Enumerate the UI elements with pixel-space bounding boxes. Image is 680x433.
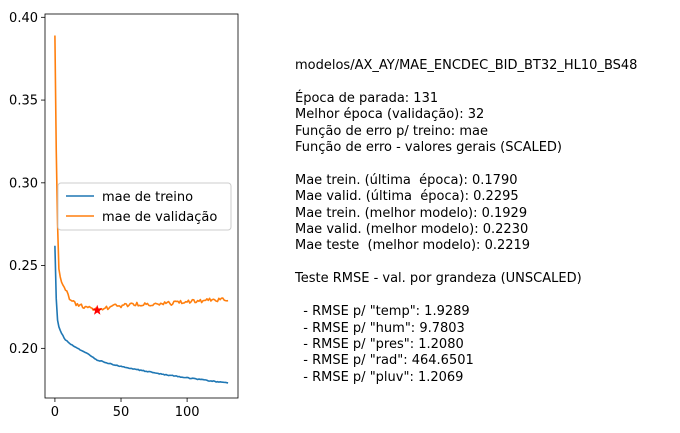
- legend-box: [57, 182, 232, 231]
- plot-frame: [44, 13, 239, 399]
- info-line: - RMSE p/ "pres": 1.2080: [295, 336, 464, 352]
- x-tick-label: 0: [51, 405, 59, 420]
- info-line: Época de parada: 131: [295, 90, 439, 106]
- y-axis-ticks: 0.20 0.25 0.30 0.35 0.40: [9, 11, 45, 357]
- info-line: Melhor época (validação): 32: [295, 107, 485, 123]
- y-tick-label: 0.40: [9, 11, 38, 26]
- series-layer: [54, 35, 229, 384]
- x-tick-label: 50: [113, 405, 130, 420]
- info-line: Mae trein. (melhor modelo): 0.1929: [295, 205, 528, 221]
- legend-label-treino: mae de treino: [102, 190, 193, 205]
- y-tick-label: 0.35: [9, 94, 38, 109]
- series-line-validacao: [54, 35, 229, 313]
- info-line: Mae teste (melhor modelo): 0.2219: [295, 238, 531, 254]
- info-line: Mae valid. (última época): 0.2295: [295, 189, 519, 205]
- info-line: Função de erro p/ treino: mae: [295, 123, 488, 139]
- info-line: Teste RMSE - val. por grandeza (UNSCALED…: [295, 271, 582, 287]
- legend-label-validacao: mae de validação: [102, 210, 217, 225]
- chart: 0 50 100 0.20 0.25 0.30 0.35 0.40 mae de trein…: [9, 11, 239, 420]
- x-axis-ticks: 0 50 100: [51, 398, 200, 420]
- info-line: - RMSE p/ "rad": 464.6501: [295, 353, 474, 369]
- marker-layer: [92, 304, 103, 315]
- info-panel: modelos/AX_AY/MAE_ENCDEC_BID_BT32_HL10_B…: [295, 58, 637, 386]
- info-line: Mae trein. (última época): 0.1790: [295, 172, 518, 188]
- info-line: Mae valid. (melhor modelo): 0.2230: [295, 222, 529, 238]
- series-line-treino: [54, 245, 229, 384]
- y-tick-label: 0.25: [9, 259, 38, 274]
- info-line: modelos/AX_AY/MAE_ENCDEC_BID_BT32_HL10_B…: [295, 58, 638, 73]
- best-epoch-marker: [92, 304, 103, 315]
- y-tick-label: 0.20: [9, 342, 38, 357]
- y-tick-label: 0.30: [9, 176, 38, 191]
- info-line: Função de erro - valores gerais (SCALED): [295, 140, 563, 156]
- info-line: - RMSE p/ "hum": 9.7803: [295, 320, 465, 336]
- info-line: - RMSE p/ "temp": 1.9289: [295, 304, 470, 320]
- legend: mae de treino mae de validação: [57, 182, 232, 231]
- info-line: - RMSE p/ "pluv": 1.2069: [295, 369, 464, 385]
- x-tick-label: 100: [175, 405, 200, 420]
